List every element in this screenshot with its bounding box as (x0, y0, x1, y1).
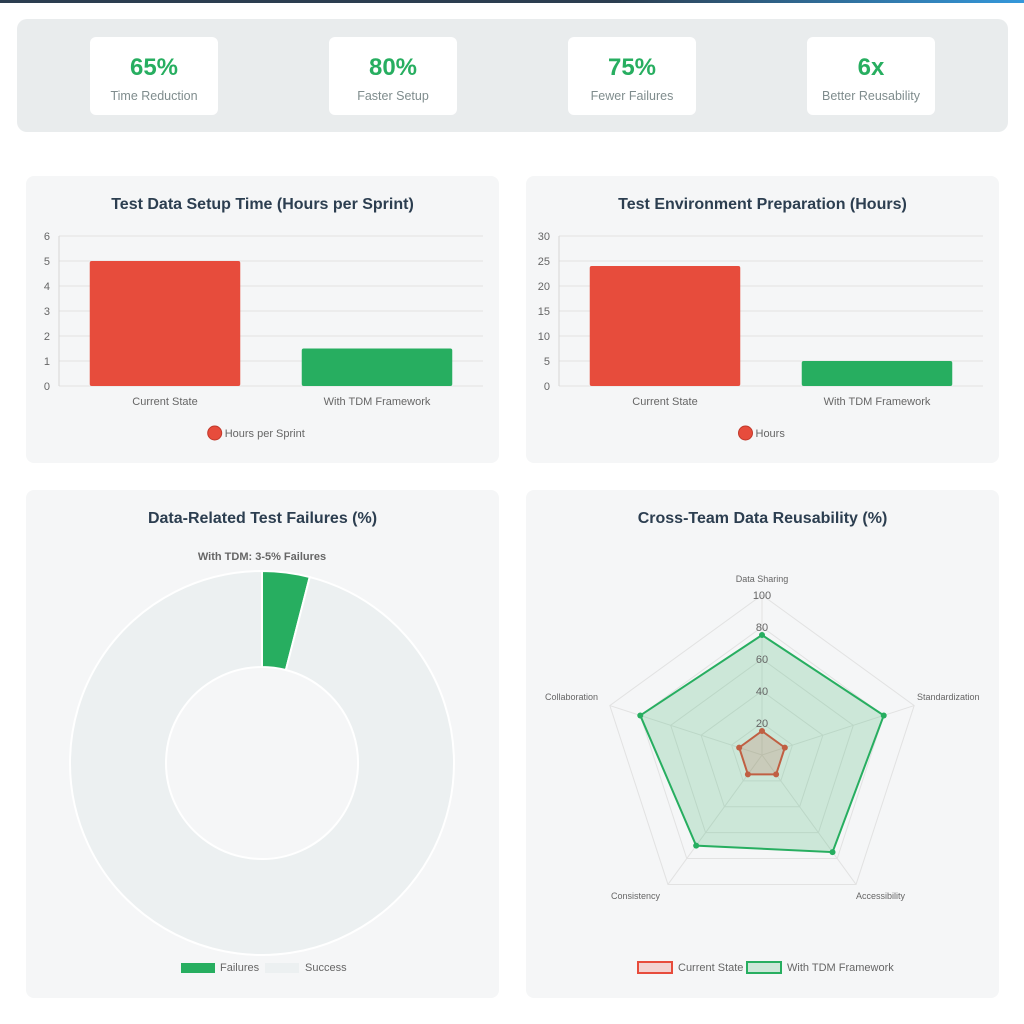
stat-value: 80% (368, 54, 418, 81)
stat-label: Better Reusability (822, 89, 920, 103)
legend-marker (265, 963, 299, 973)
y-tick-label: 0 (544, 381, 550, 393)
y-tick-label: 10 (538, 331, 550, 343)
radar-series-area (737, 729, 787, 776)
stat-value: 65% (129, 54, 179, 81)
radar-point (773, 771, 780, 778)
y-tick-label: 5 (44, 256, 50, 268)
radar-grid-ring (609, 594, 915, 885)
stat-label: Fewer Failures (590, 89, 674, 103)
stat-card-faster-setup: 80% Faster Setup (329, 37, 457, 115)
x-tick-label: Current State (132, 396, 197, 408)
radar-point (759, 728, 765, 734)
y-tick-label: 2 (44, 331, 50, 343)
radar-axis-label: Collaboration (545, 692, 598, 702)
top-accent-bar (0, 0, 1024, 3)
radar-grid-ring (670, 658, 854, 834)
radar-point (744, 771, 751, 778)
y-tick-label: 1 (44, 356, 50, 368)
chart-title: Test Data Setup Time (Hours per Sprint) (111, 196, 414, 213)
chart-card-reusability: Cross-Team Data Reusability (%) 20 40 60 80… (526, 490, 999, 998)
y-tick-label: 3 (44, 306, 50, 318)
y-tick-label: 15 (538, 306, 550, 318)
radar-chart-reusability: 20 40 60 80 100 Data Sharing Standardization Ac… (545, 574, 980, 974)
radar-axis-label: Accessibility (856, 891, 906, 901)
legend-marker (207, 425, 223, 441)
radar-axis-label: Consistency (611, 891, 661, 901)
chart-title: Test Environment Preparation (Hours) (618, 196, 907, 213)
r-tick-label: 20 (756, 718, 768, 730)
legend-label: Hours (756, 428, 786, 440)
legend-marker (181, 963, 215, 973)
y-tick-label: 20 (538, 281, 550, 293)
bar (89, 261, 241, 386)
legend-label: Current State (678, 962, 743, 974)
stat-card-fewer-failures: 75% Fewer Failures (568, 37, 696, 115)
radar-point (781, 744, 788, 751)
y-tick-label: 5 (544, 356, 550, 368)
radar-point (829, 849, 836, 856)
radar-point (759, 632, 765, 638)
chart-title: Cross-Team Data Reusability (%) (637, 510, 888, 527)
radar-grid-ring (639, 626, 885, 860)
legend-marker (738, 425, 753, 441)
x-tick-label: With TDM Framework (324, 396, 431, 408)
y-tick-label: 25 (538, 256, 550, 268)
stat-label: Faster Setup (357, 89, 429, 103)
y-tick-label: 4 (44, 281, 50, 293)
chart-card-env-prep: Test Environment Preparation (Hours) 0 5 1… (526, 176, 999, 463)
legend-label: Hours per Sprint (225, 428, 305, 440)
y-tick-label: 0 (44, 381, 50, 393)
r-tick-label: 80 (756, 622, 768, 634)
bar-chart-setup-time: 0 1 2 3 4 5 6 Current State With TDM Framework Ho… (44, 231, 483, 441)
radar-point (637, 712, 644, 719)
stat-card-better-reusability: 6x Better Reusability (807, 37, 935, 115)
r-tick-label: 60 (756, 654, 768, 666)
stat-label: Time Reduction (110, 89, 198, 103)
doughnut-chart-failures: With TDM: 3-5% Failures Failures Success (69, 551, 455, 974)
y-tick-label: 6 (44, 231, 50, 243)
legend-label: Failures (220, 962, 260, 974)
radar-point (693, 842, 700, 849)
radar-grid-ring (730, 722, 794, 782)
stat-card-time-reduction: 65% Time Reduction (90, 37, 218, 115)
x-tick-label: Current State (632, 396, 697, 408)
y-tick-label: 30 (538, 231, 550, 243)
chart-subtitle: With TDM: 3-5% Failures (198, 551, 326, 563)
chart-title: Data-Related Test Failures (%) (147, 510, 378, 527)
radar-axis-label: Standardization (917, 692, 980, 702)
legend-marker (637, 961, 673, 974)
doughnut-slice (69, 569, 455, 956)
legend-label: Success (305, 962, 347, 974)
r-tick-label: 100 (753, 590, 771, 602)
r-tick-label: 40 (756, 686, 768, 698)
radar-point (880, 712, 887, 719)
bar (589, 266, 741, 386)
stats-panel: 65% Time Reduction 80% Faster Setup 75% … (17, 19, 1008, 132)
x-tick-label: With TDM Framework (824, 396, 931, 408)
bar-chart-env-prep: 0 5 10 15 20 25 30 Current State With TDM Framew… (538, 231, 983, 441)
bar (301, 348, 453, 386)
chart-card-failures: Data-Related Test Failures (%) With TDM:… (26, 490, 499, 998)
legend-marker (746, 961, 782, 974)
radar-point (736, 744, 743, 751)
stat-value: 6x (857, 54, 885, 81)
bar (801, 361, 953, 386)
radar-grid-ring (700, 690, 824, 808)
chart-card-setup-time: Test Data Setup Time (Hours per Sprint) … (26, 176, 499, 463)
legend-label: With TDM Framework (787, 962, 894, 974)
radar-series-area (639, 633, 885, 854)
stat-value: 75% (607, 54, 657, 81)
radar-axis-label: Data Sharing (736, 574, 789, 584)
